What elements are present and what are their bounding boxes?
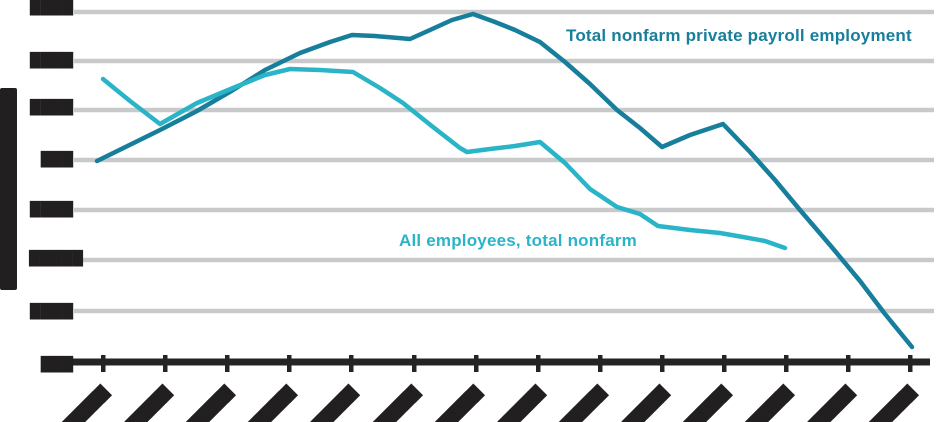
x-axis-tick xyxy=(412,355,417,372)
x-axis-tick xyxy=(474,355,479,372)
x-axis-tick xyxy=(536,355,541,372)
y-axis-title-blob xyxy=(0,88,17,290)
y-tick-label-blob: ████ xyxy=(29,100,73,116)
series-label-all-employees-total-nonfarm: All employees, total nonfarm xyxy=(399,231,637,250)
y-tick-label-blob: ████ xyxy=(29,53,73,69)
x-axis-tick xyxy=(349,355,354,372)
x-axis-tick xyxy=(287,355,292,372)
x-axis-tick xyxy=(598,355,603,372)
series-label-total-nonfarm-private-payroll: Total nonfarm private payroll employment xyxy=(566,26,912,45)
x-axis-tick xyxy=(660,355,665,372)
series-line-total-nonfarm-private-payroll xyxy=(94,11,915,350)
x-axis-tick xyxy=(784,355,789,372)
y-tick-label-blob: ████ xyxy=(29,202,73,218)
x-axis-tick xyxy=(163,355,168,372)
x-axis-tick xyxy=(846,355,851,372)
x-axis-tick xyxy=(908,355,913,372)
y-tick-label-blob: █████ xyxy=(29,251,83,267)
y-tick-label-blob: ████ xyxy=(29,0,73,16)
series-line-all-employees-total-nonfarm xyxy=(100,66,788,251)
x-axis-tick xyxy=(101,355,106,372)
x-axis-tick xyxy=(225,355,230,372)
y-tick-label-blob: ███ xyxy=(40,152,73,168)
y-tick-label-blob: ███ xyxy=(40,357,73,373)
y-tick-label-blob: ████ xyxy=(29,304,73,320)
x-axis-line xyxy=(63,358,930,366)
x-axis-tick xyxy=(722,355,727,372)
